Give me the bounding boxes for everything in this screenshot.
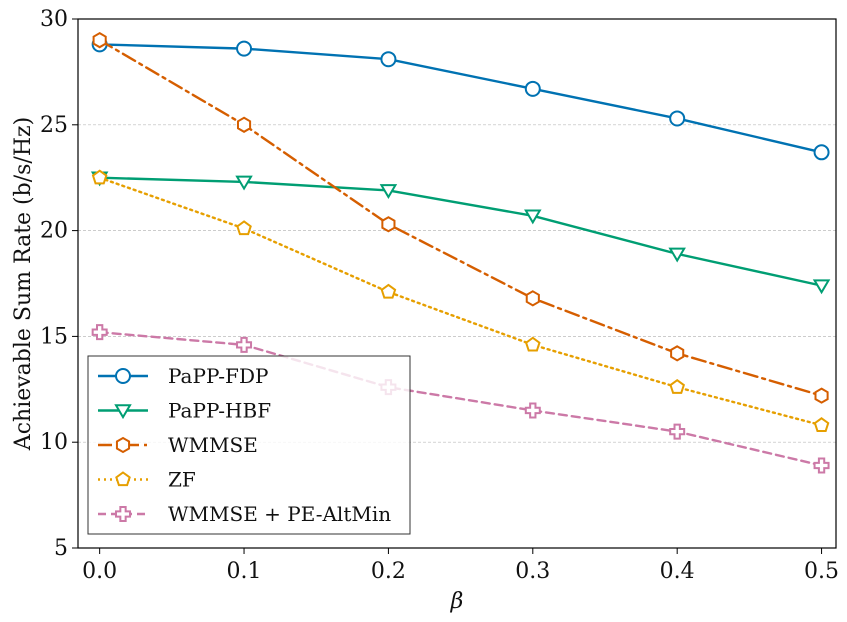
legend: PaPP-FDP PaPP-HBF WMMSE ZF WMMSE + PE-AltMin bbox=[87, 355, 411, 535]
series-papp-hbf bbox=[90, 171, 831, 295]
data-point bbox=[236, 336, 253, 353]
data-point bbox=[813, 457, 830, 474]
data-point bbox=[115, 471, 131, 487]
data-point bbox=[669, 110, 686, 127]
data-point bbox=[524, 209, 542, 225]
legend-item: PaPP-FDP bbox=[98, 364, 268, 388]
x-tick-label: 0.3 bbox=[515, 559, 550, 584]
y-tick-label: 5 bbox=[54, 536, 68, 561]
data-point bbox=[525, 290, 540, 307]
legend-item: ZF bbox=[98, 468, 196, 492]
legend-item: PaPP-HBF bbox=[98, 399, 271, 423]
y-tick-label: 20 bbox=[40, 219, 68, 244]
data-point bbox=[236, 116, 252, 133]
legend-item: WMMSE bbox=[98, 433, 258, 457]
x-tick-label: 0.5 bbox=[804, 559, 839, 584]
data-point bbox=[235, 175, 253, 191]
y-axis-label: Achievable Sum Rate (b/s/Hz) bbox=[11, 117, 36, 451]
y-tick-label: 25 bbox=[40, 113, 68, 138]
series-line bbox=[98, 330, 823, 467]
y-tick-label: 15 bbox=[40, 324, 68, 349]
data-point bbox=[670, 345, 685, 362]
data-point bbox=[813, 144, 830, 161]
data-point bbox=[91, 324, 108, 341]
series-line bbox=[98, 176, 823, 427]
data-point bbox=[381, 216, 396, 233]
axis-ticks: 5 10 15 20 25 30 0.0 0.1 0.2 0.3 0.4 0.5 bbox=[40, 7, 839, 584]
data-point bbox=[668, 247, 686, 263]
data-point bbox=[669, 423, 686, 440]
data-point bbox=[91, 169, 108, 185]
legend-label: WMMSE bbox=[168, 433, 258, 457]
series-line bbox=[98, 43, 823, 154]
data-point bbox=[115, 436, 131, 454]
legend-label: WMMSE + PE-AltMin bbox=[168, 502, 391, 526]
data-point bbox=[380, 51, 397, 68]
data-point bbox=[92, 32, 107, 49]
data-point bbox=[115, 368, 131, 384]
series-papp-fdp bbox=[91, 36, 830, 161]
data-point bbox=[236, 220, 252, 236]
x-tick-label: 0.4 bbox=[660, 559, 695, 584]
data-point bbox=[379, 184, 398, 200]
series-zf bbox=[91, 169, 830, 432]
legend-label: PaPP-FDP bbox=[168, 364, 268, 388]
series-wmmse bbox=[92, 32, 829, 404]
series-group bbox=[90, 32, 831, 474]
y-tick-label: 30 bbox=[40, 7, 68, 32]
x-tick-label: 0.2 bbox=[371, 559, 406, 584]
series-line bbox=[98, 38, 823, 397]
data-point bbox=[524, 80, 541, 97]
plot-frame bbox=[77, 18, 837, 549]
x-tick-label: 0.1 bbox=[227, 559, 262, 584]
legend-label: ZF bbox=[168, 468, 196, 492]
legend-label: PaPP-HBF bbox=[168, 399, 271, 423]
data-point bbox=[115, 506, 131, 522]
data-point bbox=[814, 387, 829, 404]
data-point bbox=[524, 402, 541, 419]
data-point bbox=[236, 40, 253, 57]
data-point bbox=[380, 283, 397, 299]
data-point bbox=[812, 279, 831, 295]
data-point bbox=[813, 417, 830, 432]
x-tick-label: 0.0 bbox=[82, 559, 117, 584]
y-tick-label: 10 bbox=[40, 430, 68, 455]
legend-box bbox=[87, 355, 411, 535]
x-axis-label: β bbox=[450, 589, 464, 614]
data-point bbox=[524, 336, 541, 352]
data-point bbox=[669, 378, 686, 394]
series-line bbox=[98, 176, 823, 287]
legend-item: WMMSE + PE-AltMin bbox=[98, 502, 391, 526]
data-point bbox=[114, 404, 132, 420]
